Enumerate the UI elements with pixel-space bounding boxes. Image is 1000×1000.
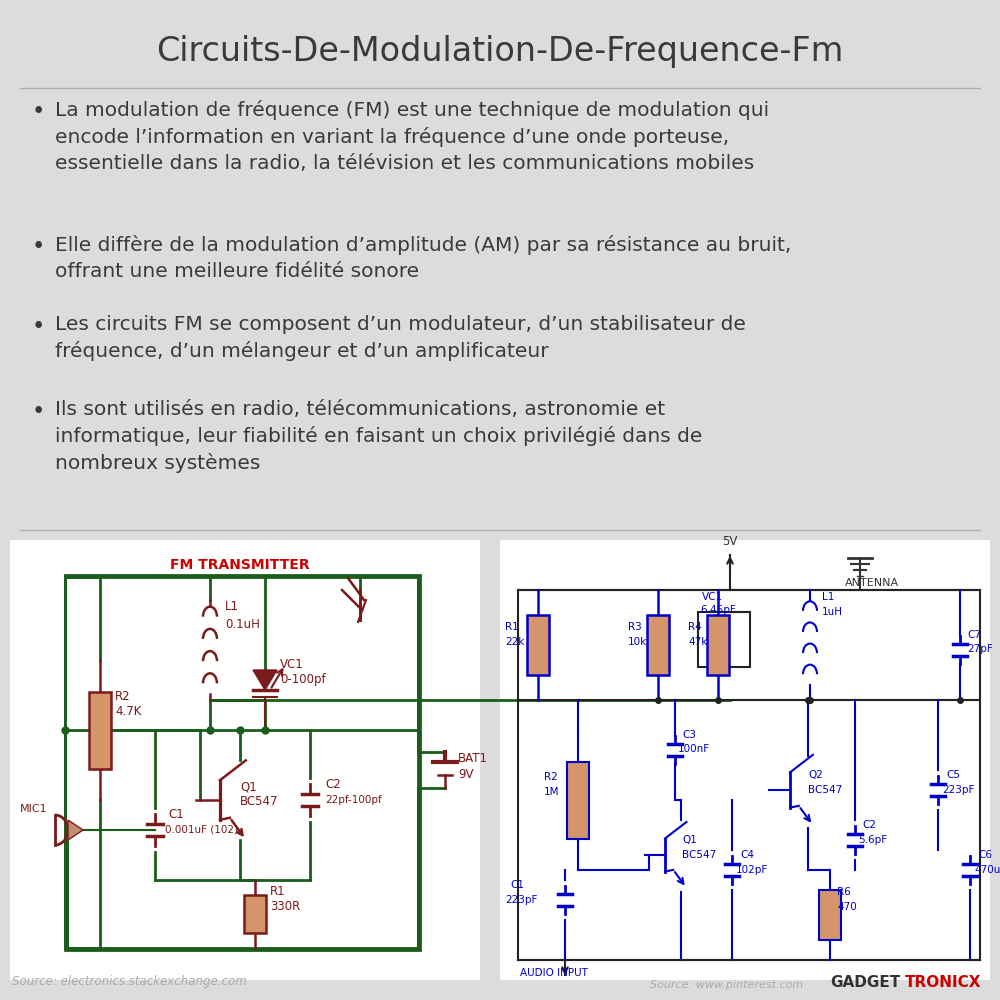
- Text: Ils sont utilisés en radio, télécommunications, astronomie et
informatique, leur: Ils sont utilisés en radio, télécommunic…: [55, 400, 702, 473]
- Bar: [500, 540, 990, 980]
- Bar: [527, 615, 549, 675]
- Text: BC547: BC547: [240, 795, 278, 808]
- Text: 10k: 10k: [628, 637, 647, 647]
- Text: Q1: Q1: [682, 835, 697, 845]
- Text: C1: C1: [168, 808, 184, 821]
- Text: Q2: Q2: [808, 770, 823, 780]
- Text: Circuits-De-Modulation-De-Frequence-Fm: Circuits-De-Modulation-De-Frequence-Fm: [156, 35, 844, 68]
- Text: C5: C5: [946, 770, 960, 780]
- Text: BC547: BC547: [682, 850, 716, 860]
- Text: R6: R6: [837, 887, 851, 897]
- Text: •: •: [31, 400, 45, 423]
- Text: C2: C2: [325, 778, 341, 791]
- Text: 470uF: 470uF: [974, 865, 1000, 875]
- Text: •: •: [31, 235, 45, 258]
- Text: 5V: 5V: [722, 535, 738, 548]
- Bar: [819, 890, 841, 940]
- Text: C4: C4: [740, 850, 754, 860]
- Bar: [707, 615, 729, 675]
- Text: AUDIO INPUT: AUDIO INPUT: [520, 968, 588, 978]
- Text: FM TRANSMITTER: FM TRANSMITTER: [170, 558, 310, 572]
- Text: 47k: 47k: [688, 637, 707, 647]
- Polygon shape: [253, 670, 277, 690]
- Bar: [65, 575, 420, 950]
- Text: 4.7K: 4.7K: [115, 705, 141, 718]
- Text: R3: R3: [628, 622, 642, 632]
- Text: 6.45pF: 6.45pF: [700, 605, 736, 615]
- Text: R1: R1: [505, 622, 519, 632]
- Text: VC1: VC1: [702, 592, 723, 602]
- Polygon shape: [68, 820, 83, 840]
- Bar: [567, 762, 589, 838]
- Text: 1uH: 1uH: [822, 607, 843, 617]
- Text: R1: R1: [270, 885, 286, 898]
- Text: C1: C1: [510, 880, 524, 890]
- Bar: [10, 540, 480, 980]
- Text: 22k: 22k: [505, 637, 524, 647]
- Bar: [244, 895, 266, 933]
- Bar: [647, 615, 669, 675]
- Text: C3: C3: [682, 730, 696, 740]
- Text: R4: R4: [688, 622, 702, 632]
- Text: 330R: 330R: [270, 900, 300, 913]
- Text: •: •: [31, 315, 45, 338]
- Text: 5.6pF: 5.6pF: [858, 835, 887, 845]
- Text: 27pF: 27pF: [967, 644, 993, 654]
- Text: VC1: VC1: [280, 658, 304, 671]
- Text: 0.1uH: 0.1uH: [225, 618, 260, 631]
- Text: Source: www.pinterest.com: Source: www.pinterest.com: [650, 980, 803, 990]
- Text: R2: R2: [115, 690, 131, 703]
- Text: Q1: Q1: [240, 780, 257, 793]
- Text: 223pF: 223pF: [505, 895, 537, 905]
- Text: BC547: BC547: [808, 785, 842, 795]
- Text: R2: R2: [544, 772, 558, 782]
- Text: ANTENNA: ANTENNA: [845, 578, 899, 588]
- Text: Elle diffère de la modulation d’amplitude (AM) par sa résistance au bruit,
offra: Elle diffère de la modulation d’amplitud…: [55, 235, 791, 281]
- Text: C2: C2: [862, 820, 876, 830]
- Text: 100nF: 100nF: [678, 744, 710, 754]
- Text: 1M: 1M: [544, 787, 560, 797]
- Text: L1: L1: [225, 600, 239, 613]
- Text: C6: C6: [978, 850, 992, 860]
- Text: 22pf-100pf: 22pf-100pf: [325, 795, 382, 805]
- Text: 0-100pf: 0-100pf: [280, 673, 326, 686]
- Text: L1: L1: [822, 592, 834, 602]
- Text: Les circuits FM se composent d’un modulateur, d’un stabilisateur de
fréquence, d: Les circuits FM se composent d’un modula…: [55, 315, 746, 361]
- Text: 470: 470: [837, 902, 857, 912]
- Text: C7: C7: [967, 630, 981, 640]
- Text: 102pF: 102pF: [736, 865, 768, 875]
- Text: Source: electronics.stackexchange.com: Source: electronics.stackexchange.com: [12, 975, 247, 988]
- Bar: [698, 612, 750, 667]
- Text: 0.001uF (102): 0.001uF (102): [165, 825, 238, 835]
- Text: TRONICX: TRONICX: [905, 975, 982, 990]
- Text: 9V: 9V: [458, 768, 474, 781]
- Text: GADGET: GADGET: [830, 975, 900, 990]
- Text: La modulation de fréquence (FM) est une technique de modulation qui
encode l’inf: La modulation de fréquence (FM) est une …: [55, 100, 769, 173]
- Text: MIC1: MIC1: [20, 804, 48, 814]
- Text: •: •: [31, 100, 45, 123]
- Text: 223pF: 223pF: [942, 785, 974, 795]
- Bar: [89, 692, 111, 768]
- Text: BAT1: BAT1: [458, 752, 488, 765]
